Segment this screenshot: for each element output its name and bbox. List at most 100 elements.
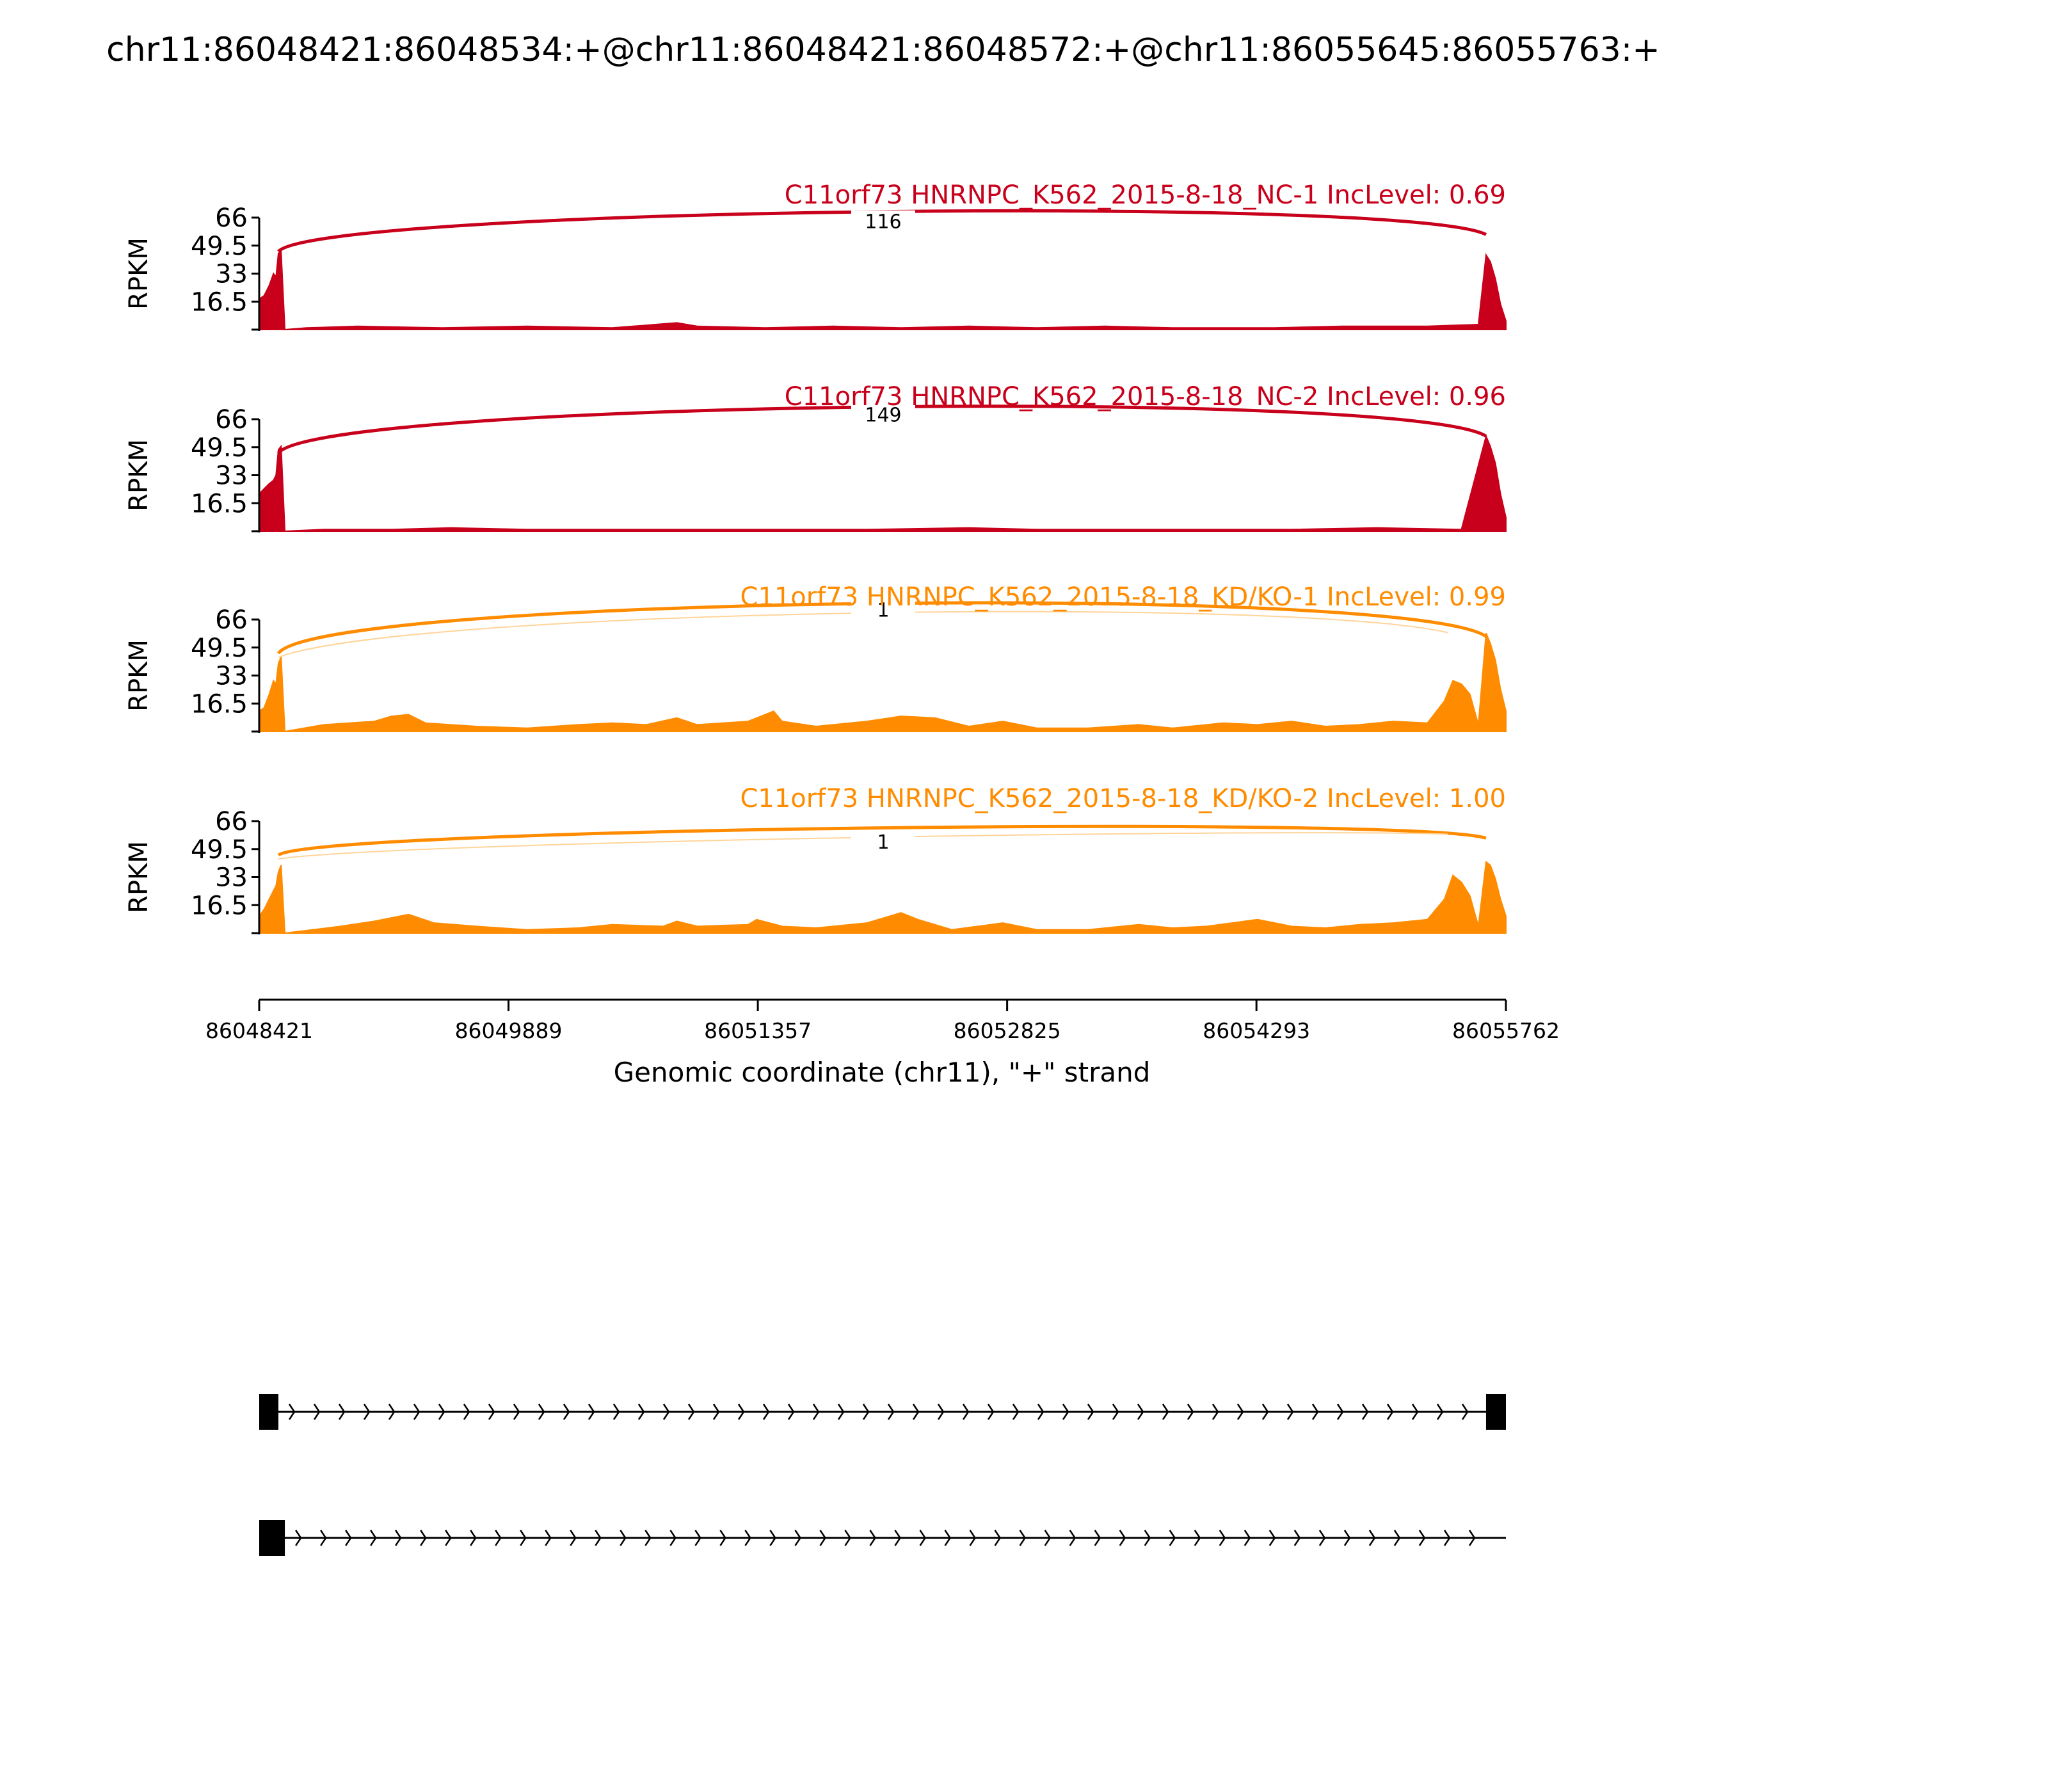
y-tick-label: 16.5 [191,287,248,317]
strand-arrow [1311,1404,1319,1420]
exon-box [1485,1394,1506,1430]
y-axis-label: RPKM [124,237,154,310]
strand-arrow [862,1404,870,1420]
junction-label-box [851,210,915,234]
junction-label-box [851,403,915,427]
strand-arrow [620,1530,627,1546]
strand-arrow [520,1530,527,1546]
strand-arrow [1343,1530,1351,1546]
strand-arrow [320,1530,327,1546]
coverage-area [259,434,1507,532]
panel-title: C11orf73 HNRNPC_K562_2015-8-18_KD/KO-2 I… [740,784,1506,813]
strand-arrow [1268,1530,1276,1546]
exon-box [259,1394,278,1430]
strand-arrow [869,1530,877,1546]
coverage-area [259,632,1507,733]
y-axis-label: RPKM [124,639,154,712]
panel-title: C11orf73 HNRNPC_K562_2015-8-18_KD/KO-1 I… [740,582,1506,612]
y-tick-label: 33 [215,461,248,491]
strand-arrow [812,1404,820,1420]
strand-arrow [1468,1530,1476,1546]
strand-arrow [445,1530,452,1546]
y-tick-label: 16.5 [191,489,248,518]
strand-arrow [420,1530,427,1546]
y-tick-label: 66 [215,807,248,836]
strand-arrow [563,1404,570,1420]
strand-arrow [1112,1404,1119,1420]
strand-arrow [844,1530,852,1546]
strand-arrow [1119,1530,1126,1546]
strand-arrow [794,1530,802,1546]
strand-arrow [819,1530,827,1546]
junction-arc [277,824,1487,857]
strand-arrow [338,1404,346,1420]
strand-arrow [787,1404,795,1420]
x-tick-label: 86048421 [205,1018,313,1043]
strand-arrow [737,1404,745,1420]
strand-arrow [463,1404,470,1420]
strand-arrow [1044,1530,1052,1546]
x-tick-label: 86055762 [1452,1018,1560,1043]
strand-arrow [612,1404,620,1420]
junction-count-label: 1 [877,831,889,854]
strand-arrow [644,1530,652,1546]
x-tick-label: 86051357 [704,1018,812,1043]
y-tick-label: 49.5 [191,634,248,663]
exon-box [259,1520,285,1556]
y-tick-label: 33 [215,662,248,691]
strand-arrow [894,1530,902,1546]
strand-arrow [1368,1530,1376,1546]
strand-arrow [488,1404,495,1420]
strand-arrow [1461,1404,1469,1420]
figure-title: chr11:86048421:86048534:+@chr11:86048421… [106,31,1660,69]
strand-arrow [413,1404,420,1420]
strand-arrow [1187,1404,1194,1420]
junction-label-box [851,831,915,854]
strand-arrow [363,1404,371,1420]
strand-arrow [1162,1404,1169,1420]
y-tick-label: 66 [215,605,248,635]
y-tick-label: 33 [215,260,248,289]
gene-models [259,1394,1506,1556]
y-tick-label: 66 [215,405,248,435]
strand-arrow [1037,1404,1044,1420]
strand-arrow [662,1404,670,1420]
strand-arrow [395,1530,402,1546]
y-tick-label: 33 [215,863,248,893]
strand-arrow [1169,1530,1176,1546]
strand-arrow [1019,1530,1027,1546]
strand-arrow [837,1404,845,1420]
strand-arrow [719,1530,726,1546]
gene-model [259,1520,1506,1556]
strand-arrow [438,1404,445,1420]
y-tick-label: 16.5 [191,689,248,719]
strand-arrow [1411,1404,1419,1420]
coverage-area [259,250,1507,331]
junction-label-box [851,598,915,622]
strand-arrow [994,1530,1002,1546]
strand-arrow [744,1530,751,1546]
x-tick-label: 86054293 [1203,1018,1310,1043]
strand-arrow [687,1404,695,1420]
strand-arrow [1261,1404,1269,1420]
strand-arrow [762,1404,770,1420]
y-tick-label: 49.5 [191,433,248,463]
strand-arrow [1144,1530,1151,1546]
strand-arrow [669,1530,676,1546]
strand-arrow [1094,1530,1101,1546]
strand-arrow [1137,1404,1144,1420]
strand-arrow [538,1404,545,1420]
strand-arrow [1212,1404,1219,1420]
strand-arrow [470,1530,477,1546]
strand-arrow [1069,1530,1076,1546]
x-tick-label: 86049889 [455,1018,563,1043]
strand-arrow [1087,1404,1094,1420]
strand-arrow [513,1404,520,1420]
strand-arrow [1219,1530,1226,1546]
junction-count-label: 116 [865,211,901,234]
strand-arrow [370,1530,377,1546]
